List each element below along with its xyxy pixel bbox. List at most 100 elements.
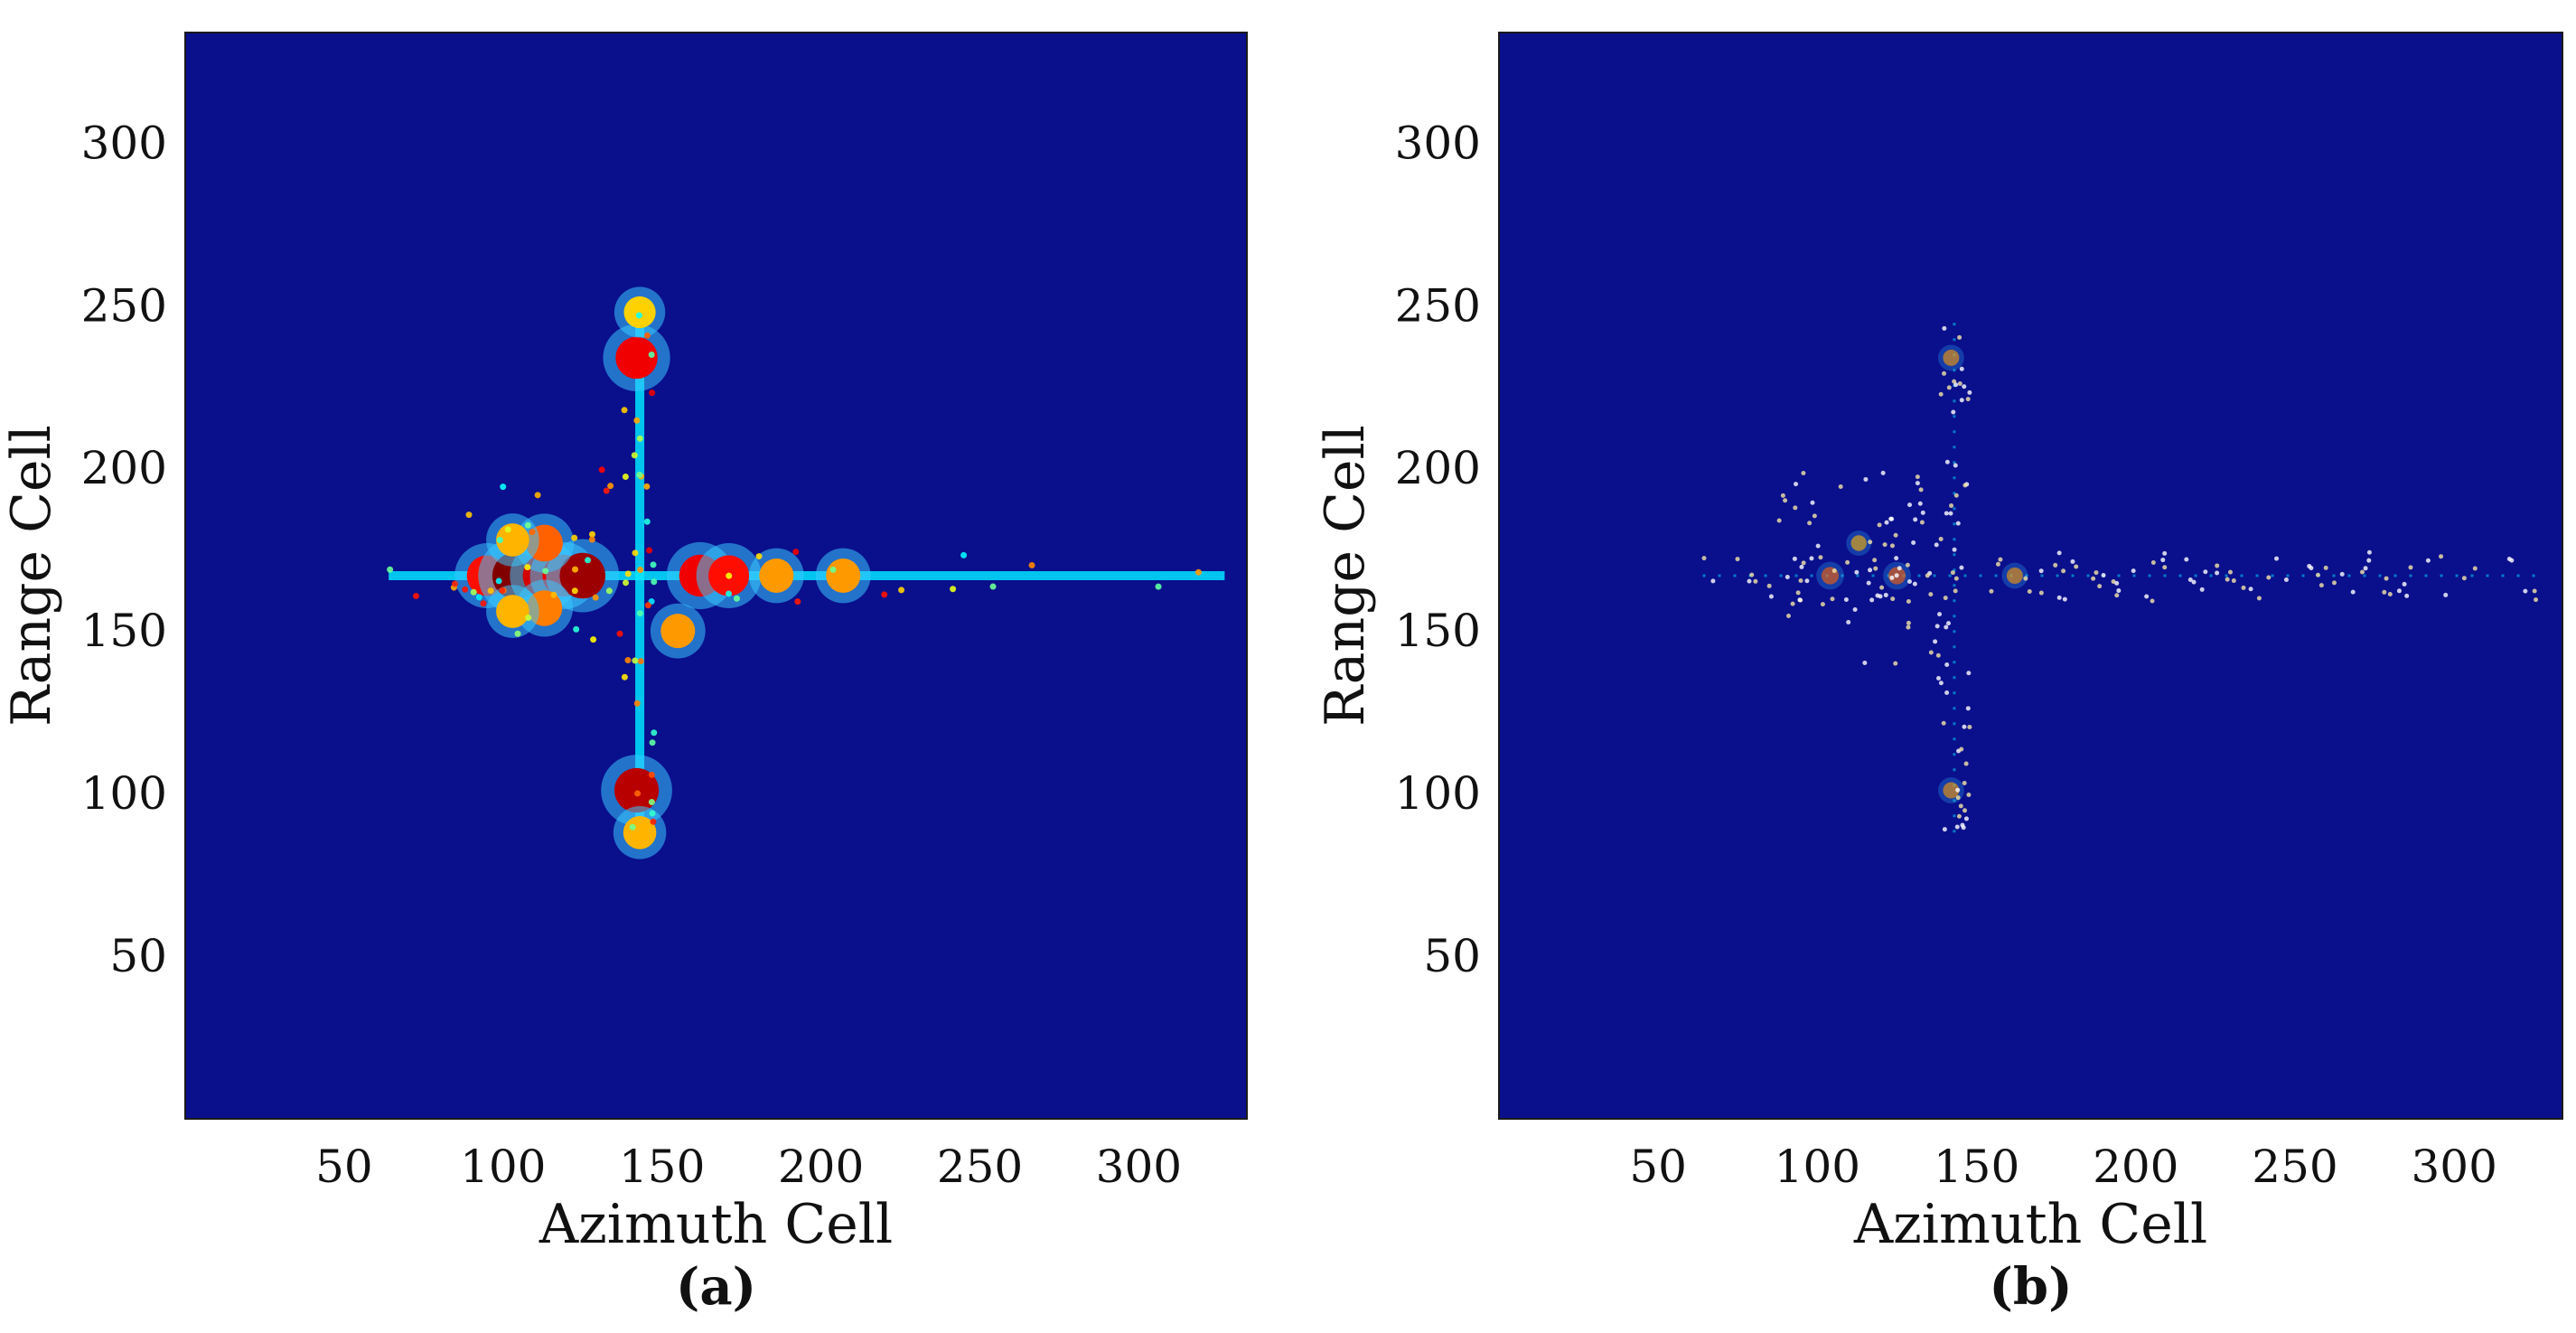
scatter-point <box>1942 371 1947 376</box>
scatter-point <box>1942 325 1947 331</box>
scatter-point <box>648 799 655 806</box>
scatter-point <box>755 553 763 560</box>
scatter-point <box>1934 542 1939 548</box>
x-tick-label: 250 <box>937 1141 1023 1193</box>
scatter-point <box>1959 398 1964 403</box>
scatter-point <box>1155 583 1162 590</box>
x-tick-label: 200 <box>2093 1141 2178 1193</box>
scatter-point <box>633 417 641 424</box>
y-tick-label: 250 <box>81 279 167 332</box>
scatter-point <box>1919 520 1925 525</box>
scatter-point <box>1784 575 1790 580</box>
x-tick-label: 50 <box>315 1141 373 1193</box>
scatter-point <box>525 614 532 621</box>
scatter-point <box>649 390 656 397</box>
scatter-point <box>1799 564 1804 569</box>
scatter-point <box>2274 556 2280 561</box>
heatmap-peak <box>623 296 656 329</box>
scatter-point <box>643 332 651 339</box>
scatter-point <box>2027 589 2032 595</box>
scatter-point <box>1915 474 1920 480</box>
scatter-point <box>1967 390 1972 395</box>
scatter-point <box>634 790 642 797</box>
scatter-point <box>1913 517 1918 522</box>
scatter-point <box>2323 565 2328 570</box>
x-tick-label: 100 <box>1775 1141 1860 1193</box>
scatter-point <box>1959 746 1964 752</box>
scatter-point <box>588 536 595 543</box>
scatter-point <box>1944 459 1950 465</box>
scatter-point <box>2116 588 2122 594</box>
scatter-point <box>1795 590 1801 596</box>
scatter-point <box>1866 580 1871 586</box>
scatter-point <box>495 577 502 585</box>
scatter-point <box>1747 578 1752 584</box>
heatmap-peak <box>660 614 696 649</box>
scatter-point <box>1946 621 1952 626</box>
scatter-point <box>1905 562 1910 568</box>
scatter-point <box>1776 518 1782 523</box>
scatter-point <box>1710 578 1716 584</box>
scatter-point <box>2160 558 2166 563</box>
scatter-point <box>1846 620 1851 625</box>
scatter-point <box>548 545 556 552</box>
scatter-point <box>1949 503 1954 509</box>
scatter-point <box>2038 568 2044 574</box>
scatter-point <box>1966 671 1972 676</box>
scatter-point <box>1906 620 1911 625</box>
scatter-point <box>635 312 642 319</box>
scatter-point <box>2425 558 2431 563</box>
scatter-point <box>1907 502 1913 508</box>
scatter-point <box>2056 595 2062 600</box>
heatmap-peak <box>759 559 794 593</box>
heatmap-peak <box>559 552 606 599</box>
plot-border <box>184 32 1248 1120</box>
scatter-point <box>1854 569 1859 575</box>
y-tick-label: 150 <box>81 605 167 657</box>
scatter-point <box>542 568 549 575</box>
y-tick-label: 50 <box>109 930 167 982</box>
scatter-point <box>2191 579 2197 585</box>
scatter-point <box>1879 585 1885 590</box>
scatter-point <box>2203 569 2208 575</box>
scatter-point <box>573 625 580 633</box>
scatter-point <box>524 521 531 529</box>
scatter-point <box>1793 505 1798 511</box>
scatter-point <box>1906 599 1911 605</box>
scatter-point <box>1843 596 1849 602</box>
scatter-point <box>470 588 477 596</box>
scatter-point <box>1768 594 1774 599</box>
scatter-point <box>1959 565 1964 570</box>
scatter-point <box>2227 569 2233 575</box>
scatter-point <box>624 570 632 577</box>
y-tick-label: 300 <box>1395 117 1481 169</box>
scatter-point <box>585 557 592 564</box>
scatter-point <box>623 579 630 587</box>
y-tick-label: 100 <box>81 767 167 820</box>
y-tick-label: 150 <box>1395 605 1481 657</box>
scatter-point <box>1962 384 1967 390</box>
scatter-point <box>636 471 643 478</box>
scatter-point <box>2114 580 2120 586</box>
scatter-point <box>1925 573 1930 578</box>
scatter-point <box>590 636 597 643</box>
scatter-point <box>1946 385 1952 390</box>
scatter-point <box>603 487 610 494</box>
scatter-point <box>514 630 521 637</box>
x-tick-label: 250 <box>2252 1141 2337 1193</box>
scatter-point <box>1194 568 1202 576</box>
scatter-point <box>2184 557 2189 562</box>
scatter-point <box>1893 661 1898 666</box>
scatter-point <box>1790 601 1795 606</box>
scatter-point <box>1890 596 1896 602</box>
scatter-point <box>1962 483 1968 488</box>
scatter-point <box>2199 587 2205 592</box>
scatter-point <box>1958 803 1963 809</box>
scatter-point <box>1812 513 1817 519</box>
heatmap-peak <box>2006 568 2023 584</box>
scatter-point <box>1028 561 1035 568</box>
scatter-point <box>1953 588 1958 594</box>
scatter-point <box>465 512 473 519</box>
scatter-point <box>2366 549 2372 555</box>
scatter-point <box>412 592 419 599</box>
